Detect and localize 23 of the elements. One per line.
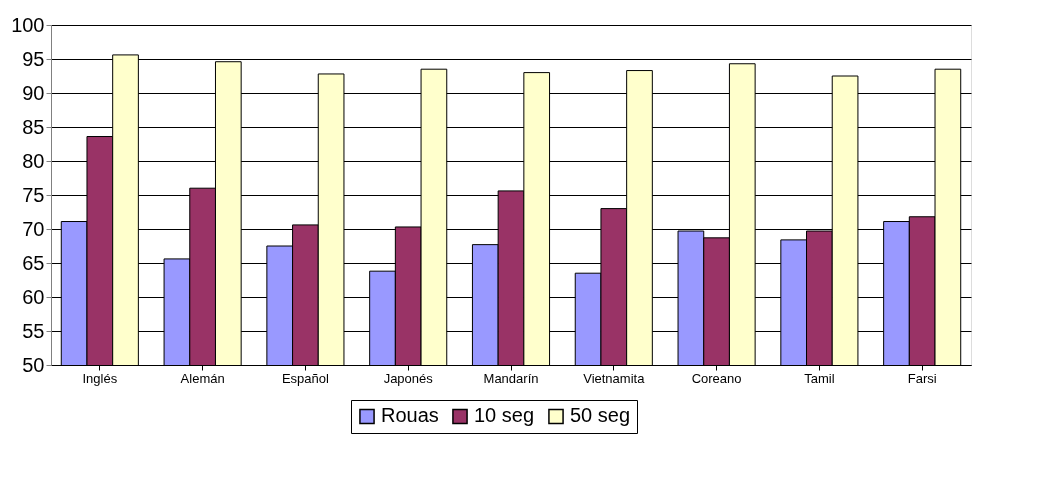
y-tick-label: 80 (22, 149, 45, 172)
y-tick-label: 55 (22, 319, 45, 342)
y-tick-label: 50 (22, 353, 45, 376)
y-tick-label: 90 (22, 81, 45, 104)
y-tick-label: 70 (22, 217, 45, 240)
y-tick-label: 65 (22, 251, 45, 274)
x-tick-label: Farsi (907, 370, 937, 386)
x-tick-label: Tamil (804, 370, 835, 386)
legend-label: 50 seg (570, 404, 631, 427)
x-tick-label: Vietnamita (583, 370, 646, 386)
x-tick-label: Mandarín (483, 370, 539, 386)
y-tick-label: 75 (22, 183, 45, 206)
y-tick-label: 85 (22, 115, 45, 138)
x-tick-label: Español (281, 370, 330, 386)
x-tick-label: Alemán (180, 370, 225, 386)
y-tick-label: 60 (22, 285, 45, 308)
x-tick-label: Japonés (383, 370, 434, 386)
y-tick-label: 100 (11, 13, 45, 36)
legend-label: Rouas (381, 404, 439, 427)
x-tick-label: Coreano (691, 370, 742, 386)
legend-label: 10 seg (474, 404, 535, 427)
x-tick-label: Inglés (82, 370, 118, 386)
y-tick-label: 95 (22, 47, 45, 70)
